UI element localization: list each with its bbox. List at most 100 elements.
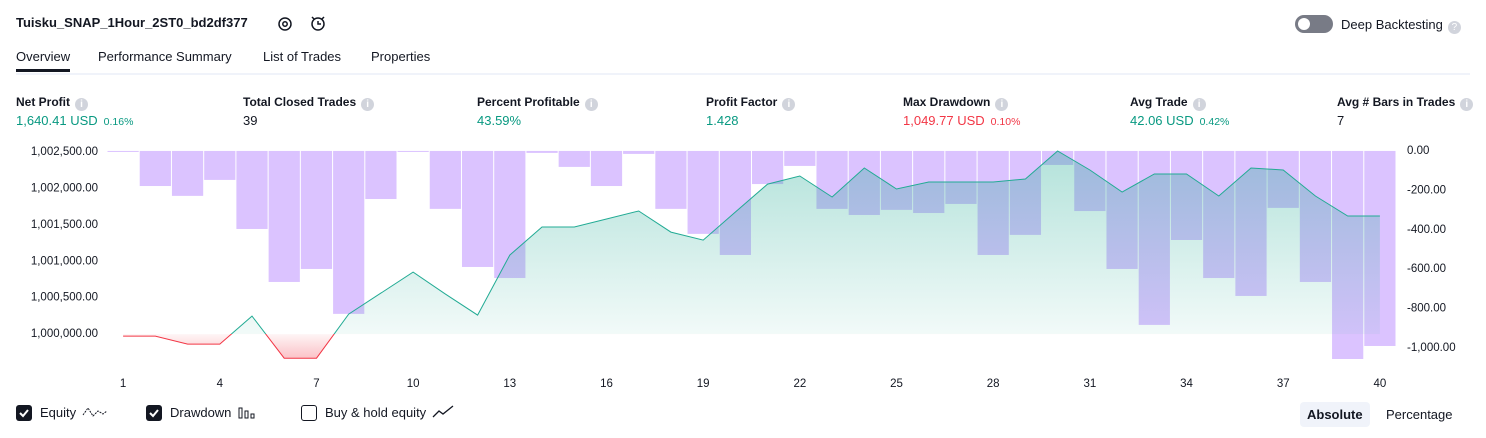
drawdown-bar — [365, 150, 397, 200]
x-tick-label: 25 — [890, 378, 903, 390]
deep-backtesting-toggle[interactable] — [1295, 15, 1333, 33]
y-tick-label: 1,000,500.00 — [31, 292, 98, 304]
tab[interactable]: Properties — [371, 49, 431, 64]
view-mode-button[interactable]: Percentage — [1386, 407, 1453, 422]
legend-label: Buy & hold equity — [325, 405, 427, 420]
x-tick-label: 28 — [987, 378, 1000, 390]
x-tick-label: 37 — [1277, 378, 1290, 390]
metric-label: Net Profit i — [16, 95, 88, 111]
metric-value-text: 7 — [1337, 113, 1345, 128]
drawdown-bar — [687, 150, 719, 234]
drawdown-bar — [171, 150, 204, 196]
equity-line — [123, 150, 1380, 359]
drawdown-bar — [461, 150, 494, 267]
tab[interactable]: List of Trades — [263, 49, 342, 64]
tab[interactable]: Overview — [16, 49, 71, 72]
x-tick-label: 1 — [120, 378, 126, 390]
equity-area — [123, 151, 1380, 359]
drawdown-bar — [752, 150, 784, 185]
x-tick-label: 13 — [503, 378, 516, 390]
x-tick-label: 31 — [1083, 378, 1096, 390]
drawdown-bar — [300, 150, 333, 269]
checkbox[interactable] — [301, 405, 317, 421]
metric-label-text: Max Drawdown — [903, 95, 991, 109]
y-tick-label: 1,000,000.00 — [31, 328, 98, 340]
drawdown-bar — [623, 150, 655, 154]
help-icon[interactable]: ? — [1447, 21, 1461, 34]
metric-label: Avg Trade i — [1130, 95, 1206, 111]
info-icon[interactable]: i — [1192, 98, 1206, 111]
metric-label-text: Avg Trade — [1130, 95, 1188, 109]
metric-value: 39 — [243, 113, 257, 128]
metric-label-text: Net Profit — [16, 95, 70, 109]
info-icon[interactable]: i — [361, 98, 375, 111]
tab-separator — [16, 73, 1470, 75]
x-tick-label: 19 — [697, 378, 710, 390]
drawdown-bar — [590, 150, 623, 187]
info-icon[interactable]: i — [995, 98, 1009, 111]
metric-value: 7 — [1337, 113, 1344, 128]
checkbox[interactable] — [16, 405, 32, 421]
metric-label-text: Total Closed Trades — [243, 95, 357, 109]
x-tick-label: 10 — [407, 378, 420, 390]
y-tick-label: 1,002,000.00 — [31, 182, 98, 194]
settings-icon[interactable] — [276, 15, 294, 33]
y-tick-label: 1,001,000.00 — [31, 255, 98, 267]
drawdown-toggle[interactable]: Drawdown — [146, 405, 259, 421]
drawdown-bar — [236, 150, 268, 229]
info-icon[interactable]: i — [584, 98, 598, 111]
alert-icon[interactable] — [309, 14, 327, 32]
metric-percent: 0.10% — [990, 116, 1021, 128]
metric-value-text: 1,049.77 USD — [903, 113, 985, 128]
tab[interactable]: Performance Summary — [98, 49, 232, 64]
deep-backtesting-text: Deep Backtesting — [1341, 17, 1443, 32]
equity-toggle[interactable]: Equity — [16, 405, 108, 421]
y2-tick-label: -400.00 — [1407, 224, 1446, 236]
strategy-title: Tuisku_SNAP_1Hour_2ST0_bd2df377 — [16, 15, 248, 30]
drawdown-bar — [268, 150, 300, 282]
info-icon[interactable]: i — [1460, 98, 1474, 111]
metric-value-text: 39 — [243, 113, 258, 128]
x-tick-label: 4 — [217, 378, 224, 390]
deep-backtesting-label: Deep Backtesting? — [1341, 17, 1461, 34]
legend-label: Drawdown — [170, 405, 232, 420]
metric-label: Percent Profitable i — [477, 95, 598, 111]
metric-value: 43.59% — [477, 113, 521, 128]
metric-percent: 0.42% — [1199, 116, 1230, 128]
y2-tick-label: -1,000.00 — [1407, 342, 1456, 354]
metric-label: Profit Factor i — [706, 95, 796, 111]
metric-label: Total Closed Trades i — [243, 95, 375, 111]
metric-value-text: 1.428 — [706, 113, 739, 128]
drawdown-bar — [107, 150, 139, 152]
y2-tick-label: 0.00 — [1407, 145, 1429, 157]
x-tick-label: 16 — [600, 378, 613, 390]
y-tick-label: 1,001,500.00 — [31, 219, 98, 231]
y-tick-label: 1,002,500.00 — [31, 146, 98, 158]
equity-chart: 1,000,000.00 1,000,500.00 1,001,000.00 1,00… — [31, 145, 1456, 390]
metric-label-text: Profit Factor — [706, 95, 778, 109]
drawdown-bar — [526, 150, 558, 153]
drawdown-bar — [784, 150, 816, 166]
metric-percent: 0.16% — [103, 116, 134, 128]
metric-label: Avg # Bars in Trades i — [1337, 95, 1474, 111]
checkbox[interactable] — [146, 405, 162, 421]
drawdown-bar — [558, 150, 590, 167]
metric-label: Max Drawdown i — [903, 95, 1009, 111]
buy-hold-toggle[interactable]: Buy & hold equity — [301, 405, 456, 421]
view-mode-button[interactable]: Absolute — [1300, 402, 1370, 427]
metric-label-text: Avg # Bars in Trades — [1337, 95, 1456, 109]
info-icon[interactable]: i — [782, 98, 796, 111]
y2-tick-label: -800.00 — [1407, 303, 1446, 315]
x-tick-label: 22 — [793, 378, 806, 390]
x-tick-label: 34 — [1180, 378, 1193, 390]
legend-label: Equity — [40, 405, 77, 420]
metric-value-text: 43.59% — [477, 113, 522, 128]
metric-label-text: Percent Profitable — [477, 95, 580, 109]
metric-value: 1,640.41 USD 0.16% — [16, 113, 133, 128]
drawdown-bar — [655, 150, 687, 209]
y2-tick-label: -600.00 — [1407, 263, 1446, 275]
drawdown-bar — [139, 150, 171, 187]
metric-value-text: 42.06 USD — [1130, 113, 1194, 128]
info-icon[interactable]: i — [75, 98, 88, 111]
